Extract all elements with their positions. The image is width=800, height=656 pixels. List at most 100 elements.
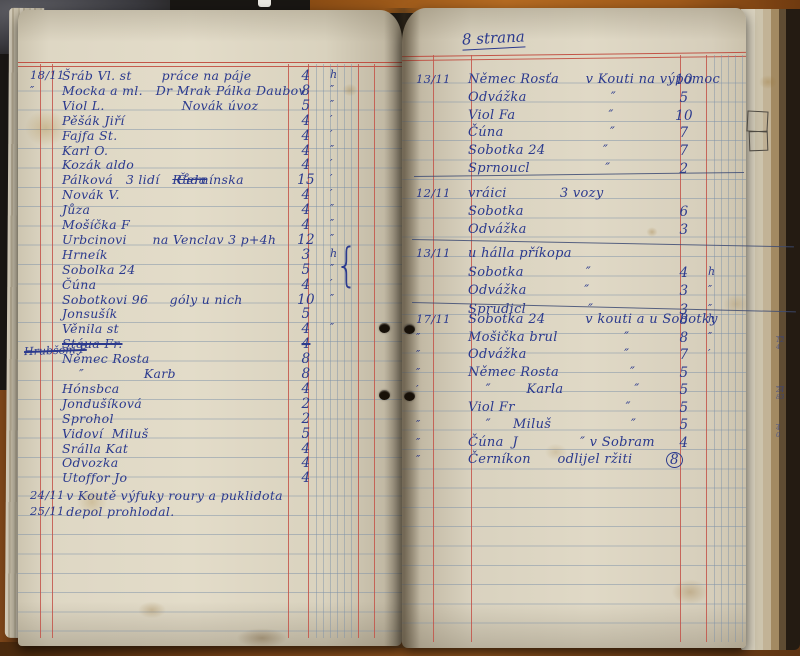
date-cell: 17/11 xyxy=(416,312,451,326)
unit-cell: h xyxy=(330,68,338,81)
ledger-row: Vidoví Miluš 5 xyxy=(18,426,402,442)
unit-cell: ″ xyxy=(330,261,335,275)
ledger-row: ″ Čúna J ″ v Sobram 4 xyxy=(402,435,746,451)
struck-margin-note: Hrubšom F xyxy=(23,342,88,359)
entry-text: Sobotka 24 v kouti a u Sobotky xyxy=(468,312,718,327)
page-edge-note: 4 0 xyxy=(776,424,781,439)
entry-text: Sprnoucl ″ xyxy=(468,161,611,176)
pencil-rectangle xyxy=(746,110,769,133)
amount-cell: 4 xyxy=(301,217,311,233)
amount-cell: 8 xyxy=(301,82,311,99)
date-cell: 12/11 xyxy=(416,186,451,200)
entry-text: Věnila st xyxy=(62,321,119,337)
ledger-row: ″ Odvážka ″ 7 ′ xyxy=(402,347,746,363)
amount-cell: 2 xyxy=(679,161,689,177)
ledger-row: Mošíčka F 4 ″ xyxy=(18,217,402,233)
amount-cell: 8 xyxy=(679,312,689,328)
amount-cell: 5 xyxy=(301,425,311,442)
entry-text: Odvážka ″ xyxy=(468,89,617,105)
date-cell: ″ xyxy=(416,434,421,449)
ledger-row: Utoffor Jo 4 xyxy=(18,470,402,486)
ledger-row: Viol Fa ″ 10 xyxy=(402,108,746,124)
unit-cell: ′ xyxy=(330,276,333,290)
brace-mark: { xyxy=(335,238,358,292)
entry-text: depol prohlodal. xyxy=(62,504,175,519)
amount-cell: 4 xyxy=(301,440,311,457)
date-cell: ″ xyxy=(416,329,421,344)
unit-cell: ″ xyxy=(330,217,335,230)
entry-text: Urbcinovi na Venclav 3 p+4h xyxy=(62,231,277,247)
amount-cell: 3 xyxy=(679,283,689,299)
entries-block-4: 17/11 Sobotka 24 v kouti a u Sobotky 8 h ″ Mo… xyxy=(402,8,746,648)
ledger-row: Viol Fr ″ 5 xyxy=(402,400,746,416)
unit-cell: ′ xyxy=(330,172,333,186)
entry-text: Viol Fr ″ xyxy=(468,399,631,415)
entry-text: Odvážka ″ xyxy=(468,283,590,298)
unit-cell: h xyxy=(330,246,338,260)
amount-cell: 4 xyxy=(301,321,311,338)
date-cell: ″ xyxy=(416,452,421,466)
entry-text: Vidoví Miluš xyxy=(62,425,149,441)
entry-text: Srálla Kat xyxy=(62,440,129,456)
amount-cell: 8 xyxy=(679,329,689,346)
ledger-row: ″ Mocka a ml. Dr Mrak Pálka Daubov 8 ″ xyxy=(18,83,402,99)
unit-cell: ″ xyxy=(708,283,713,296)
ledger-row: Jůza 4 ″ xyxy=(18,202,402,218)
ledger-row: Srálla Kat 4 xyxy=(18,441,402,457)
amount-cell: 5 xyxy=(679,364,689,381)
unit-cell: ′ xyxy=(330,112,333,126)
amount-cell: 8 xyxy=(666,452,683,468)
ledger-row: Odvážka ″ 5 xyxy=(402,90,746,106)
amount-cell: 7 xyxy=(679,125,689,142)
date-cell: ″ xyxy=(416,364,421,379)
date-cell: ″ xyxy=(416,417,421,431)
entry-text: Němec Rosťa v Kouti na výpomoc xyxy=(468,72,721,87)
paper-slip xyxy=(258,0,271,7)
ledger-row: Sobotkovi 96 góly u nich 10 ″ xyxy=(18,292,402,308)
amount-cell: 10 xyxy=(675,72,693,88)
date-cell: ″ xyxy=(30,82,35,97)
ledger-row: Pěšák Jiří 4 ′ xyxy=(18,113,402,129)
ledger-row: Jondušíková 2 xyxy=(18,396,402,412)
entry-text: Čúna J ″ v Sobram xyxy=(468,434,655,450)
ledger-row: 12/11 vráici 3 vozy xyxy=(402,186,746,202)
ledger-row: Stáua Fr. 4 xyxy=(18,336,402,352)
amount-cell: 7 xyxy=(679,143,689,160)
entry-text: Jondušíková xyxy=(62,395,142,411)
entry-text: Čúna xyxy=(62,276,97,292)
entry-text: Kozák aldo xyxy=(62,157,135,173)
footer-entries: 24/11 v Koutě výfuky roury a puklidota 25… xyxy=(18,10,402,646)
ledger-row: ″ Němec Rosta ″ 5 xyxy=(402,365,746,381)
ledger-row: Viol L. Novák úvoz 5 ″ xyxy=(18,98,402,114)
amount-cell: 3 xyxy=(679,222,689,238)
ledger-row: 17/11 Sobotka 24 v kouti a u Sobotky 8 h xyxy=(402,312,746,328)
punch-hole xyxy=(379,390,390,400)
entry-text: Karl O. xyxy=(62,142,109,158)
entry-text: Pěšák Jiří xyxy=(62,112,125,128)
entry-text: Utoffor Jo xyxy=(62,470,128,486)
entry-text: u hálla příkopa xyxy=(468,246,572,261)
amount-cell: 4 xyxy=(301,380,311,397)
entries-block-1: 13/11 Němec Rosťa v Kouti na výpomoc 10 Odv… xyxy=(402,8,746,648)
entry-text: Viol L. Novák úvoz xyxy=(62,97,259,113)
ledger-row: Novák V. 4 ′ xyxy=(18,187,402,203)
entry-text: Mocka a ml. Dr Mrak Pálka Daubov xyxy=(62,82,306,98)
entry-text: Odvozka xyxy=(62,455,119,471)
ledger-row: Urbcinovi na Venclav 3 p+4h 12 ″ xyxy=(18,232,402,248)
entry-text: Čúna ″ xyxy=(468,125,616,141)
pencil-rectangle xyxy=(748,130,769,152)
entries-block-2: 12/11 vráici 3 vozy Sobotka 6 Odvážka 3 xyxy=(402,8,746,648)
page-number-label: 8 strana xyxy=(461,27,526,51)
unit-cell: h xyxy=(708,264,716,278)
right-ledger-page: 13/11 Němec Rosťa v Kouti na výpomoc 10 Odv… xyxy=(401,8,747,648)
entry-text: Odvážka xyxy=(468,222,527,237)
ledger-row: Sobotka 6 xyxy=(402,204,746,220)
ledger-row: Sobolka 24 5 ″ xyxy=(18,262,402,278)
entry-text: Novák V. xyxy=(62,187,120,203)
amount-cell: 8 xyxy=(301,351,311,368)
unit-cell: ″ xyxy=(330,82,335,96)
ledger-row: ″ Mošička brul ″ 8 ″ xyxy=(402,330,746,346)
entry-text: Sobotka xyxy=(468,204,524,219)
entry-text-struck: Růda xyxy=(172,172,207,188)
amount-cell: 2 xyxy=(301,410,311,427)
